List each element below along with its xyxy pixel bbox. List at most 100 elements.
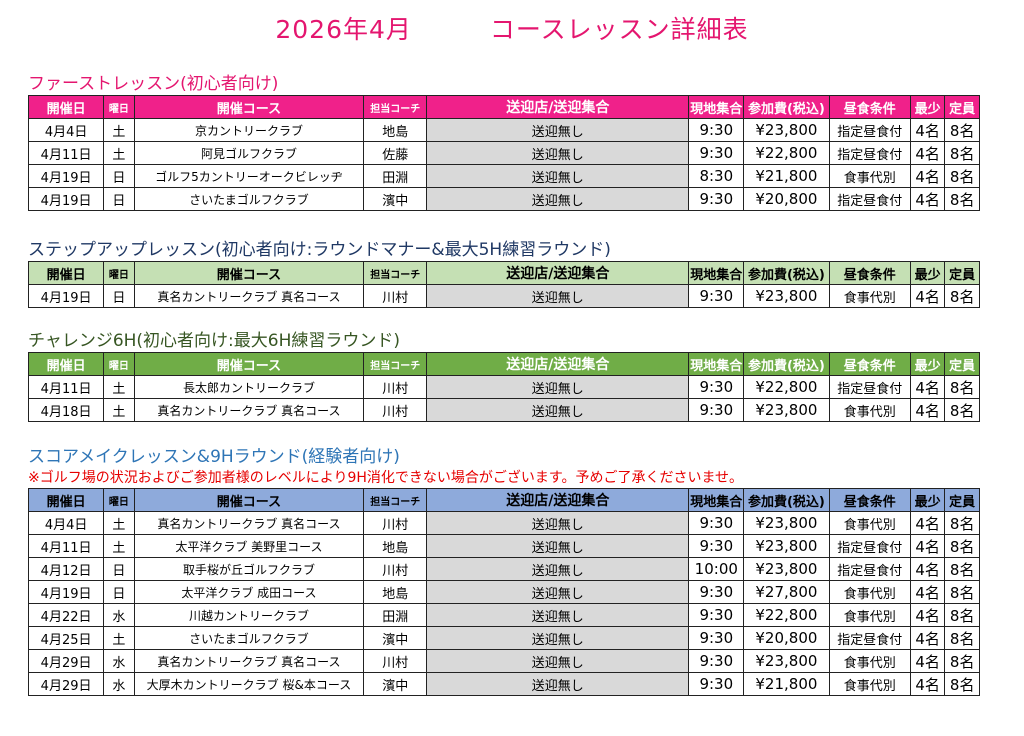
cell-meet-time: 9:30: [688, 626, 745, 650]
header-coach: 担当コーチ: [363, 352, 428, 376]
cell-meet-time: 9:30: [688, 375, 745, 399]
cell-coach: 田淵: [363, 603, 428, 627]
cell-weekday: 土: [103, 398, 135, 422]
cell-course: 真名カントリークラブ 真名コース: [133, 284, 365, 308]
cell-min-participants: 4名: [909, 534, 946, 558]
cell-shuttle: 送迎無し: [426, 672, 690, 696]
header-capacity: 定員: [944, 261, 980, 285]
cell-fee: ¥23,800: [743, 557, 830, 581]
cell-fee: ¥20,800: [743, 187, 830, 211]
cell-min-participants: 4名: [909, 187, 946, 211]
cell-coach: 濱中: [363, 187, 428, 211]
cell-date: 4月25日: [27, 626, 105, 650]
header-date: 開催日: [27, 95, 105, 119]
cell-course: さいたまゴルフクラブ: [133, 626, 365, 650]
cell-coach: 地島: [363, 534, 428, 558]
table-row: 4月29日水真名カントリークラブ 真名コース 川村 送迎無し 9:30 ¥23,800 食…: [27, 649, 980, 673]
header-lunch: 昼食条件: [828, 95, 911, 119]
header-capacity: 定員: [944, 95, 980, 119]
section-score-make-lesson: スコアメイクレッスン&9Hラウンド(経験者向け) ※ゴルフ場の状況およびご参加者様…: [27, 446, 980, 696]
cell-meet-time: 9:30: [688, 649, 745, 673]
section-title: スコアメイクレッスン&9Hラウンド(経験者向け): [28, 447, 400, 467]
cell-fee: ¥21,800: [743, 164, 830, 188]
cell-shuttle: 送迎無し: [426, 398, 690, 422]
cell-lunch: 食事代別: [828, 164, 911, 188]
header-meet-time: 現地集合: [688, 95, 745, 119]
table-row: 4月19日日真名カントリークラブ 真名コース 川村 送迎無し 9:30 ¥23,800 食…: [27, 284, 980, 308]
section-title: チャレンジ6H(初心者向け:最大6H練習ラウンド): [28, 331, 401, 351]
cell-shuttle: 送迎無し: [426, 118, 690, 142]
header-course: 開催コース: [133, 261, 365, 285]
cell-course: 太平洋クラブ 美野里コース: [133, 534, 365, 558]
cell-weekday: 土: [103, 534, 135, 558]
cell-capacity: 8名: [944, 557, 980, 581]
cell-coach: 濱中: [363, 626, 428, 650]
header-lunch: 昼食条件: [828, 488, 911, 512]
cell-min-participants: 4名: [909, 672, 946, 696]
header-fee: 参加費(税込): [743, 261, 830, 285]
cell-date: 4月19日: [27, 580, 105, 604]
cell-lunch: 食事代別: [828, 511, 911, 535]
cell-date: 4月19日: [27, 284, 105, 308]
cell-course: 真名カントリークラブ 真名コース: [133, 511, 365, 535]
cell-fee: ¥23,800: [743, 511, 830, 535]
cell-capacity: 8名: [944, 672, 980, 696]
cell-lunch: 食事代別: [828, 284, 911, 308]
cell-capacity: 8名: [944, 511, 980, 535]
cell-meet-time: 9:30: [688, 398, 745, 422]
header-meet-time: 現地集合: [688, 352, 745, 376]
table-row: 4月19日日太平洋クラブ 成田コース 地島 送迎無し 9:30 ¥27,800 食事代別 4…: [27, 580, 980, 604]
cell-shuttle: 送迎無し: [426, 164, 690, 188]
cell-date: 4月18日: [27, 398, 105, 422]
cell-fee: ¥23,800: [743, 649, 830, 673]
cell-date: 4月19日: [27, 164, 105, 188]
cell-min-participants: 4名: [909, 511, 946, 535]
cell-date: 4月11日: [27, 534, 105, 558]
cell-date: 4月11日: [27, 141, 105, 165]
header-min-participants: 最少: [909, 352, 946, 376]
table-row: 4月11日土長太郎カントリークラブ 川村 送迎無し 9:30 ¥22,800 指定昼食付 4…: [27, 375, 980, 399]
lesson-table: 開催日 曜日 開催コース 担当コーチ 送迎店/送迎集合 現地集合 参加費(税込) 昼食条件 最少…: [27, 352, 980, 422]
cell-min-participants: 4名: [909, 118, 946, 142]
cell-min-participants: 4名: [909, 141, 946, 165]
table-row: 4月19日日さいたまゴルフクラブ 濱中 送迎無し 9:30 ¥20,800 指定昼食付 4名…: [27, 187, 980, 211]
cell-capacity: 8名: [944, 649, 980, 673]
cell-course: 阿見ゴルフクラブ: [133, 141, 365, 165]
cell-capacity: 8名: [944, 398, 980, 422]
cell-course: 川越カントリークラブ: [133, 603, 365, 627]
cell-weekday: 日: [103, 164, 135, 188]
cell-date: 4月12日: [27, 557, 105, 581]
cell-date: 4月22日: [27, 603, 105, 627]
cell-lunch: 指定昼食付: [828, 187, 911, 211]
cell-capacity: 8名: [944, 187, 980, 211]
cell-meet-time: 9:30: [688, 672, 745, 696]
cell-weekday: 土: [103, 626, 135, 650]
cell-meet-time: 9:30: [688, 534, 745, 558]
header-weekday: 曜日: [103, 488, 135, 512]
cell-weekday: 日: [103, 580, 135, 604]
table-row: 4月12日日取手桜が丘ゴルフクラブ 川村 送迎無し 10:00 ¥23,800 指定昼食付…: [27, 557, 980, 581]
cell-date: 4月29日: [27, 672, 105, 696]
cell-fee: ¥22,800: [743, 603, 830, 627]
cell-min-participants: 4名: [909, 164, 946, 188]
header-meet-time: 現地集合: [688, 488, 745, 512]
header-shuttle: 送迎店/送迎集合: [426, 95, 690, 119]
header-weekday: 曜日: [103, 261, 135, 285]
cell-meet-time: 9:30: [688, 511, 745, 535]
table-header-row: 開催日 曜日 開催コース 担当コーチ 送迎店/送迎集合 現地集合 参加費(税込) 昼食条件 最少…: [27, 95, 980, 119]
table-row: 4月4日土京カントリークラブ 地島 送迎無し 9:30 ¥23,800 指定昼食付 4名 8名: [27, 118, 980, 142]
section-challenge-6h: チャレンジ6H(初心者向け:最大6H練習ラウンド) 開催日 曜日 開催コース 担当コーチ…: [27, 330, 980, 422]
header-capacity: 定員: [944, 352, 980, 376]
header-fee: 参加費(税込): [743, 488, 830, 512]
cell-lunch: 指定昼食付: [828, 557, 911, 581]
cell-lunch: 指定昼食付: [828, 141, 911, 165]
cell-fee: ¥23,800: [743, 284, 830, 308]
cell-fee: ¥27,800: [743, 580, 830, 604]
section-title: ステップアップレッスン(初心者向け:ラウンドマナー&最大5H練習ラウンド): [28, 240, 611, 260]
table-row: 4月22日水川越カントリークラブ 田淵 送迎無し 9:30 ¥22,800 食事代別 4名 8…: [27, 603, 980, 627]
cell-coach: 川村: [363, 649, 428, 673]
cell-lunch: 指定昼食付: [828, 375, 911, 399]
header-date: 開催日: [27, 261, 105, 285]
header-date: 開催日: [27, 352, 105, 376]
